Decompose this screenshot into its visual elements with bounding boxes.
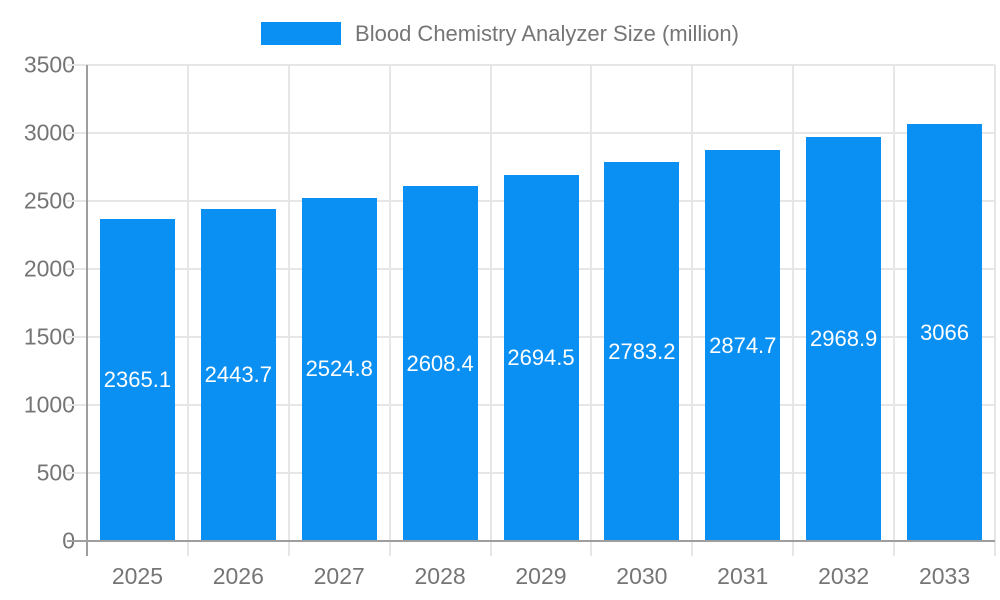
y-axis-tick-label: 2500 xyxy=(23,187,75,214)
v-gridline xyxy=(489,65,492,556)
y-axis-tick xyxy=(67,132,87,134)
y-axis-tick xyxy=(67,336,87,338)
v-gridline xyxy=(994,65,996,556)
x-axis-tick-label: 2028 xyxy=(414,563,466,589)
bar-value-label: 2608.4 xyxy=(406,350,474,376)
bar-value-label: 2365.1 xyxy=(103,367,172,393)
y-axis-line xyxy=(86,65,88,556)
y-axis-tick-label: 1500 xyxy=(23,323,75,350)
v-gridline xyxy=(287,65,290,556)
h-gridline xyxy=(87,132,995,134)
x-axis-tick-label: 2032 xyxy=(818,563,870,589)
y-axis-tick xyxy=(67,200,87,202)
bar-2032[interactable] xyxy=(806,137,882,541)
y-axis-tick-label: 1000 xyxy=(23,391,75,418)
bar-value-label: 2968.9 xyxy=(810,326,878,352)
v-gridline xyxy=(691,65,694,556)
y-axis-tick-label: 3500 xyxy=(23,51,75,78)
bar-2029[interactable] xyxy=(503,174,579,541)
bar-value-label: 2874.7 xyxy=(709,332,777,358)
bar-value-label: 2694.5 xyxy=(507,344,575,370)
y-axis-tick xyxy=(67,268,87,270)
h-gridline xyxy=(87,64,995,66)
x-axis-tick-label: 2027 xyxy=(313,563,365,589)
bar-2030[interactable] xyxy=(604,162,680,541)
y-axis-tick-label: 3000 xyxy=(23,119,75,146)
bar-2025[interactable] xyxy=(99,219,175,541)
x-axis-tick-label: 2031 xyxy=(717,563,769,589)
x-axis-tick-label: 2025 xyxy=(111,563,164,589)
y-axis-tick xyxy=(67,472,87,474)
bar-2028[interactable] xyxy=(402,186,478,541)
v-gridline xyxy=(792,65,795,556)
bar-2033[interactable] xyxy=(907,124,983,541)
y-axis-labels: 0 500 1000 1500 2000 2500 3000 3500 xyxy=(0,52,75,554)
x-axis-tick-label: 2029 xyxy=(515,563,567,589)
bar-2031[interactable] xyxy=(705,150,781,541)
y-axis-tick xyxy=(67,64,87,66)
plot-area: 2365.1 2443.7 2524.8 2608.4 2694.5 2783.2 2874… xyxy=(67,64,996,556)
v-gridline xyxy=(388,65,391,556)
v-gridline xyxy=(893,65,896,556)
x-axis-tick-label: 2030 xyxy=(616,563,668,589)
bar-value-label: 2443.7 xyxy=(204,361,272,387)
x-axis-tick-label: 2033 xyxy=(918,563,971,589)
legend-swatch xyxy=(261,22,342,45)
y-axis-tick-label: 2000 xyxy=(23,255,75,282)
x-axis-baseline xyxy=(87,540,995,542)
bar-2027[interactable] xyxy=(301,197,377,541)
y-axis-tick xyxy=(67,540,87,542)
v-gridline xyxy=(590,65,593,556)
bar-value-label: 3066 xyxy=(920,319,970,345)
legend: Blood Chemistry Analyzer Size (million) xyxy=(0,22,1000,45)
x-axis-tick-label: 2026 xyxy=(212,563,264,589)
y-axis-tick xyxy=(67,404,87,406)
bar-value-label: 2783.2 xyxy=(608,338,676,364)
bar-value-label: 2524.8 xyxy=(305,356,373,382)
x-axis-labels: 2025 2026 2027 2028 2029 2030 2031 2032 2033 xyxy=(87,563,995,593)
bar-2026[interactable] xyxy=(200,208,276,541)
legend-label: Blood Chemistry Analyzer Size (million) xyxy=(355,21,739,46)
v-gridline xyxy=(186,65,189,556)
